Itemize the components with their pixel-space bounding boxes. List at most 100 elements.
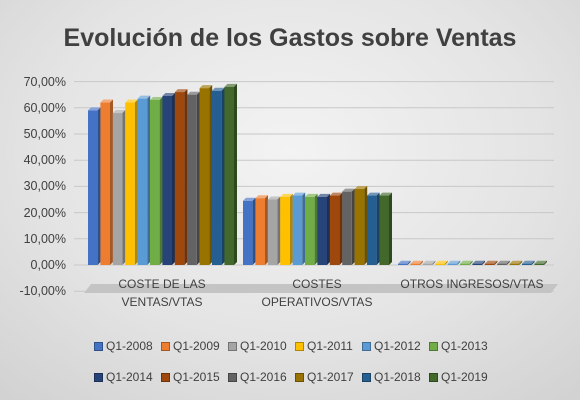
y-tick-label: 60,00%: [23, 100, 66, 115]
legend-label: Q1-2019: [441, 370, 488, 384]
bar-side-face: [110, 99, 113, 265]
legend-item: Q1-2011: [295, 338, 353, 354]
legend-label: Q1-2009: [173, 339, 220, 353]
bar-side-face: [172, 93, 175, 265]
bar-side-face: [544, 260, 547, 265]
bar-side-face: [122, 110, 126, 265]
bar-side-face: [252, 197, 256, 265]
bar-front-face: [435, 263, 445, 265]
bar-front-face: [317, 196, 327, 265]
bar-side-face: [221, 87, 225, 266]
x-category-label: COSTE DE LAS VENTAS/VTAS: [118, 277, 206, 309]
bar-side-face: [494, 260, 498, 265]
bar-front-face: [125, 102, 135, 265]
bar-front-face: [484, 263, 495, 265]
legend-label: Q1-2011: [307, 339, 353, 353]
y-tick-label: 30,00%: [23, 179, 66, 194]
bar-top-face: [509, 260, 523, 264]
bar-q1-2012-otros-ingresos-vtas: [447, 260, 461, 265]
legend-swatch: [228, 341, 237, 351]
y-tick-label: -10,00%: [19, 284, 66, 299]
legend-swatch: [94, 372, 103, 382]
bar-front-face: [422, 263, 433, 265]
bar-top-face: [243, 197, 256, 201]
bar-q1-2019-costes-operativos-vtas: [379, 192, 392, 265]
bar-front-face: [150, 99, 160, 265]
bar-side-face: [531, 260, 535, 265]
legend-label: Q1-2013: [441, 339, 488, 353]
bar-front-face: [522, 263, 532, 265]
bar-top-face: [212, 87, 225, 91]
bar-top-face: [305, 193, 318, 197]
legend-item: Q1-2008: [94, 338, 153, 354]
bar-side-face: [432, 260, 436, 265]
bar-top-face: [255, 195, 268, 199]
bar-top-face: [447, 260, 461, 264]
bar-top-face: [199, 85, 213, 89]
bar-front-face: [224, 86, 234, 265]
bar-top-face: [100, 99, 113, 103]
bar-side-face: [277, 196, 281, 265]
bar-front-face: [243, 200, 253, 265]
bar-front-face: [305, 196, 315, 265]
bar-q1-2017-coste-de-las-ventas-vtas: [199, 85, 213, 266]
legend-label: Q1-2014: [106, 370, 153, 384]
bar-side-face: [376, 192, 380, 265]
bar-side-face: [302, 192, 306, 265]
bar-q1-2014-costes-operativos-vtas: [317, 193, 330, 265]
bar-q1-2008-coste-de-las-ventas-vtas: [88, 107, 101, 265]
bar-front-face: [460, 263, 470, 265]
bar-q1-2013-otros-ingresos-vtas: [460, 260, 473, 265]
bar-q1-2016-otros-ingresos-vtas: [497, 260, 510, 265]
legend-swatch: [429, 372, 438, 382]
bar-side-face: [134, 99, 138, 265]
legend-item: Q1-2019: [429, 369, 488, 385]
bar-front-face: [199, 88, 210, 266]
bar-side-face: [314, 193, 318, 265]
bar-q1-2011-otros-ingresos-vtas: [435, 260, 448, 265]
bar-q1-2019-coste-de-las-ventas-vtas: [224, 83, 237, 265]
bar-top-face: [534, 260, 547, 264]
legend-item: Q1-2014: [94, 369, 153, 385]
bar-front-face: [280, 196, 290, 265]
bar-front-face: [187, 94, 197, 265]
bar-side-face: [457, 260, 461, 265]
bar-side-face: [147, 95, 151, 265]
bar-q1-2018-costes-operativos-vtas: [367, 192, 380, 265]
bar-top-face: [472, 260, 485, 264]
bar-q1-2009-coste-de-las-ventas-vtas: [100, 99, 113, 265]
bar-top-face: [329, 192, 343, 196]
y-tick-label: 10,00%: [23, 231, 66, 246]
legend-swatch: [295, 372, 304, 382]
bar-side-face: [420, 260, 423, 265]
legend-label: Q1-2016: [240, 370, 287, 384]
bar-front-face: [329, 195, 340, 265]
bar-q1-2013-coste-de-las-ventas-vtas: [150, 96, 163, 265]
bar-side-face: [469, 260, 473, 265]
bar-q1-2009-costes-operativos-vtas: [255, 195, 268, 265]
bar-q1-2010-coste-de-las-ventas-vtas: [112, 110, 126, 265]
bar-q1-2019-otros-ingresos-vtas: [534, 260, 547, 265]
bar-front-face: [88, 110, 98, 265]
bar-q1-2017-costes-operativos-vtas: [354, 186, 368, 265]
legend-item: Q1-2018: [362, 369, 421, 385]
bar-top-face: [522, 260, 535, 264]
bar-top-face: [367, 192, 380, 196]
y-tick-label: 40,00%: [23, 153, 66, 168]
legend-item: Q1-2010: [228, 338, 287, 354]
bar-front-face: [379, 195, 389, 265]
bar-q1-2012-costes-operativos-vtas: [292, 192, 306, 265]
legend-swatch: [362, 372, 371, 382]
bar-side-face: [327, 193, 330, 265]
bar-front-face: [354, 189, 365, 265]
bar-top-face: [379, 192, 392, 196]
bar-top-face: [280, 193, 293, 197]
bar-top-face: [435, 260, 448, 264]
y-tick-label: 70,00%: [23, 74, 66, 89]
bar-top-face: [174, 89, 188, 93]
bar-q1-2014-coste-de-las-ventas-vtas: [162, 93, 175, 265]
bar-front-face: [162, 96, 172, 265]
legend-item: Q1-2017: [295, 369, 354, 385]
